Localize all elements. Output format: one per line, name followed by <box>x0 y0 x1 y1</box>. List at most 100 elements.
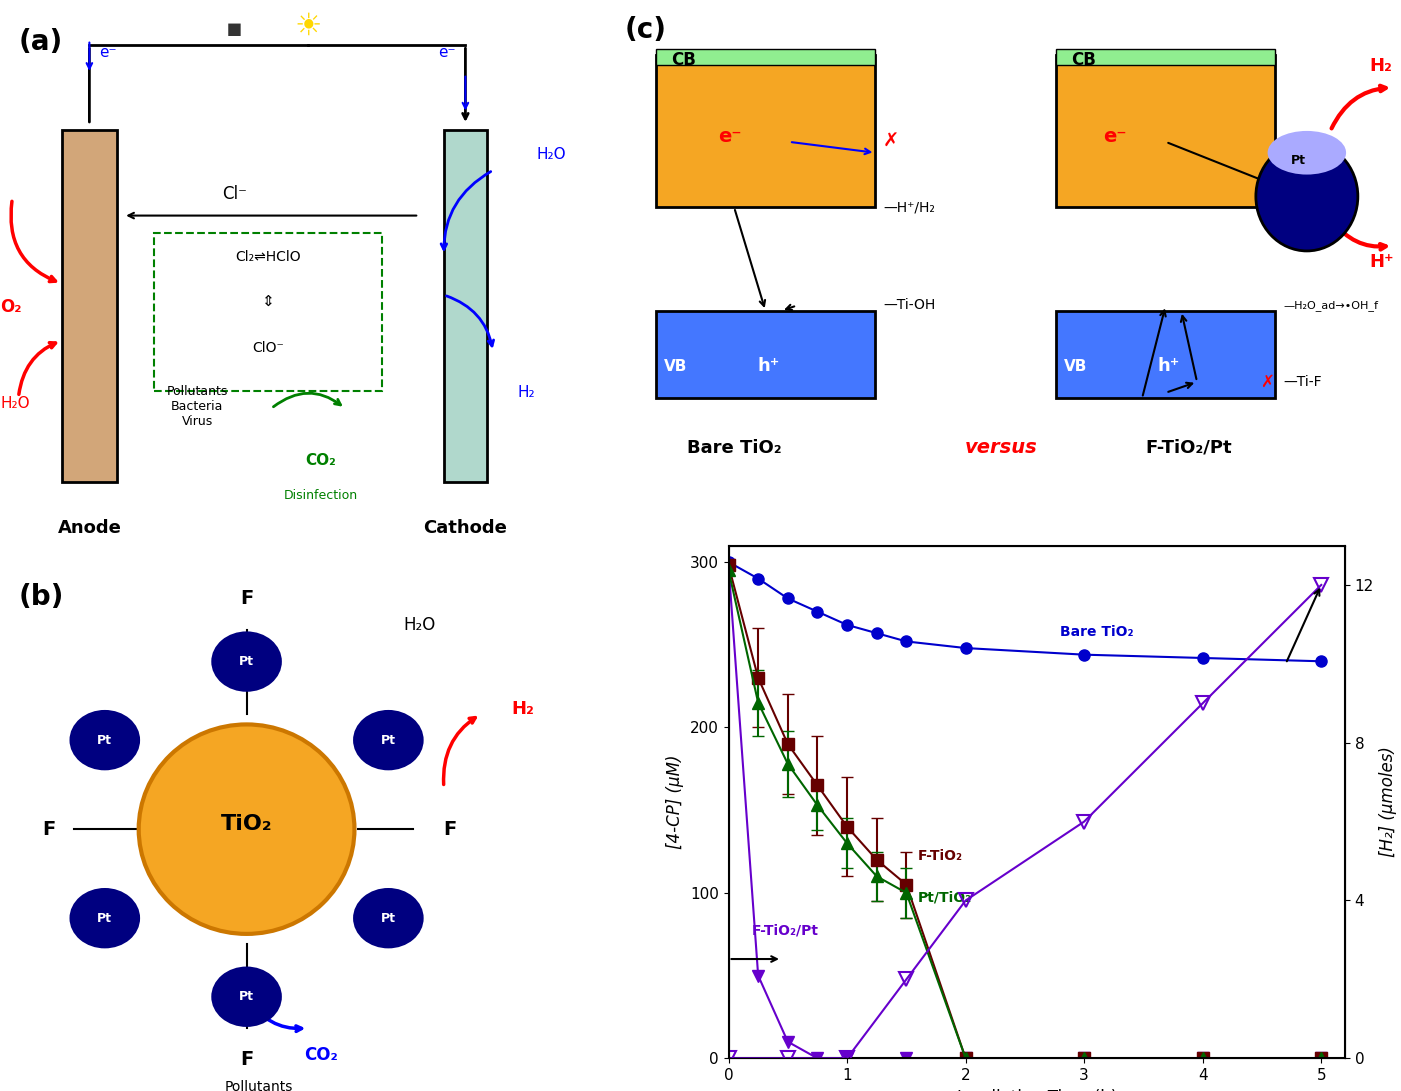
Bare TiO₂ <box>957 642 974 655</box>
Text: ▪: ▪ <box>226 17 242 41</box>
Text: (b): (b) <box>18 583 64 611</box>
Text: —Ti-OH: —Ti-OH <box>883 299 936 312</box>
Bare TiO₂ <box>720 555 737 568</box>
Text: Pt/TiO₂: Pt/TiO₂ <box>918 890 972 904</box>
Text: Pt: Pt <box>97 912 112 925</box>
Ellipse shape <box>1255 142 1358 251</box>
F-TiO₂/Pt <box>1313 1052 1330 1065</box>
Circle shape <box>354 711 422 769</box>
FancyBboxPatch shape <box>1056 311 1275 398</box>
FancyBboxPatch shape <box>1056 49 1275 65</box>
Circle shape <box>71 889 139 947</box>
Text: CO₂: CO₂ <box>305 453 336 468</box>
Text: —H⁺/H₂: —H⁺/H₂ <box>883 201 934 214</box>
Circle shape <box>71 711 139 769</box>
FancyBboxPatch shape <box>656 311 876 398</box>
Bare TiO₂ <box>808 606 825 619</box>
Text: e⁻: e⁻ <box>1103 127 1126 146</box>
Text: TiO₂: TiO₂ <box>221 814 272 834</box>
Ellipse shape <box>1268 131 1346 175</box>
Text: CB: CB <box>1072 51 1097 70</box>
Y-axis label: [4-CP] (μM): [4-CP] (μM) <box>667 755 684 849</box>
F-TiO₂/Pt <box>839 1052 856 1065</box>
Text: (c): (c) <box>625 16 667 45</box>
FancyBboxPatch shape <box>656 49 876 65</box>
Circle shape <box>213 968 280 1026</box>
F-TiO₂/Pt <box>750 969 766 982</box>
Text: Pt: Pt <box>1292 154 1306 167</box>
X-axis label: Irradiation Time (h): Irradiation Time (h) <box>957 1089 1117 1091</box>
Text: Pt: Pt <box>240 655 254 668</box>
F-TiO₂/Pt <box>808 1052 825 1065</box>
Text: ⇕: ⇕ <box>262 295 275 310</box>
Bare TiO₂ <box>1194 651 1210 664</box>
Text: ✗: ✗ <box>1259 373 1274 391</box>
Text: F: F <box>42 819 56 839</box>
FancyBboxPatch shape <box>154 232 382 392</box>
Text: e⁻: e⁻ <box>99 45 116 60</box>
Text: H⁺: H⁺ <box>1370 253 1394 272</box>
F-TiO₂/Pt <box>1194 1052 1210 1065</box>
Text: O₂: O₂ <box>0 298 21 316</box>
Text: h⁺: h⁺ <box>758 357 780 375</box>
FancyBboxPatch shape <box>62 131 118 482</box>
Text: CB: CB <box>671 51 696 70</box>
Text: Cathode: Cathode <box>423 519 507 537</box>
Bare TiO₂ <box>869 626 885 639</box>
Text: —H₂O_ad→•OH_f: —H₂O_ad→•OH_f <box>1283 300 1379 311</box>
Text: Pollutants
Bacteria
Virus: Pollutants Bacteria Virus <box>167 385 228 429</box>
FancyBboxPatch shape <box>656 55 876 207</box>
Text: Anode: Anode <box>57 519 122 537</box>
Text: H₂O: H₂O <box>403 616 436 634</box>
Text: Cl⁻: Cl⁻ <box>221 184 247 203</box>
Text: Pt: Pt <box>381 912 396 925</box>
Line: F-TiO₂/Pt: F-TiO₂/Pt <box>723 560 1327 1064</box>
Text: H₂: H₂ <box>518 385 535 400</box>
Text: CO₂: CO₂ <box>304 1045 338 1064</box>
Text: F: F <box>240 589 254 609</box>
Text: H₂O: H₂O <box>537 147 566 161</box>
Text: ✗: ✗ <box>883 132 899 152</box>
F-TiO₂/Pt <box>779 1035 796 1048</box>
Text: Disinfection: Disinfection <box>283 489 357 502</box>
Text: F: F <box>240 1050 254 1069</box>
Bare TiO₂ <box>779 592 796 606</box>
Bare TiO₂ <box>750 572 766 585</box>
Y-axis label: [H₂] (μmoles): [H₂] (μmoles) <box>1380 746 1397 858</box>
FancyBboxPatch shape <box>444 131 488 482</box>
Text: —H⁺/H₂: —H⁺/H₂ <box>1283 201 1331 214</box>
Text: ☀: ☀ <box>294 11 322 40</box>
Text: F-TiO₂/Pt: F-TiO₂/Pt <box>752 923 820 937</box>
Text: F-TiO₂: F-TiO₂ <box>918 849 964 863</box>
Text: e⁻: e⁻ <box>719 127 743 146</box>
Circle shape <box>354 889 422 947</box>
Text: Pt: Pt <box>97 733 112 746</box>
Text: —Ti-F: —Ti-F <box>1283 375 1323 388</box>
Text: ClO⁻: ClO⁻ <box>252 340 284 355</box>
Bare TiO₂ <box>839 619 856 632</box>
Text: F-TiO₂/Pt: F-TiO₂/Pt <box>1146 439 1233 457</box>
Text: e⁻: e⁻ <box>439 45 455 60</box>
Bare TiO₂ <box>1076 648 1093 661</box>
Text: Pollutants: Pollutants <box>224 1080 293 1091</box>
Ellipse shape <box>139 724 354 934</box>
F-TiO₂/Pt <box>957 1052 974 1065</box>
FancyBboxPatch shape <box>1056 55 1275 207</box>
Text: h⁺: h⁺ <box>1157 357 1180 375</box>
Text: H₂: H₂ <box>511 700 535 718</box>
Text: Cl₂⇌HClO: Cl₂⇌HClO <box>235 250 301 264</box>
Text: VB: VB <box>1063 359 1087 374</box>
F-TiO₂/Pt <box>898 1052 915 1065</box>
Text: H₂O: H₂O <box>0 396 29 411</box>
Text: VB: VB <box>664 359 686 374</box>
F-TiO₂/Pt <box>1076 1052 1093 1065</box>
Text: F: F <box>443 819 457 839</box>
Text: H₂: H₂ <box>1370 57 1393 75</box>
Text: Bare TiO₂: Bare TiO₂ <box>686 439 782 457</box>
Bare TiO₂ <box>1313 655 1330 668</box>
Bare TiO₂ <box>898 635 915 648</box>
Text: (a): (a) <box>18 28 63 57</box>
Text: Bare TiO₂: Bare TiO₂ <box>1061 625 1133 639</box>
Circle shape <box>213 633 280 691</box>
Text: Pt: Pt <box>381 733 396 746</box>
